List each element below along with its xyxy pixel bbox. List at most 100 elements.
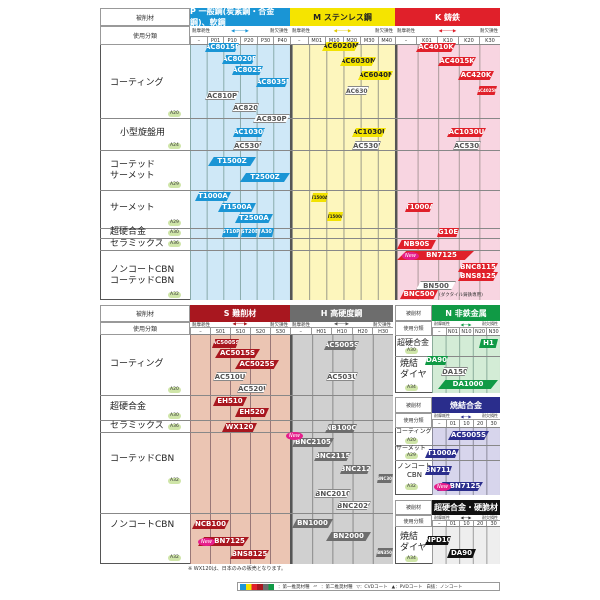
grade-chip[interactable]: AC1030U <box>352 128 386 137</box>
row-label: セラミックス <box>110 421 164 431</box>
header-carbide: 超硬合金・硬脆材 <box>432 500 500 515</box>
page-ref-badge: A34 <box>405 385 418 391</box>
cols-h: – H01 H10 H20 H30 <box>290 328 393 335</box>
row-label: サーメット <box>110 203 155 213</box>
grade-chip[interactable]: T1000A <box>425 449 459 458</box>
grade-chip[interactable]: AC5025S <box>235 360 279 369</box>
grade-chip[interactable]: BNS8125 <box>458 272 498 281</box>
grade-chip[interactable]: A30 <box>259 228 274 237</box>
grade-chip[interactable]: AC1030U <box>447 128 486 137</box>
new-badge: New <box>286 432 303 440</box>
grade-chip[interactable]: DA90 <box>425 356 448 365</box>
grade-chip[interactable]: AC4010K <box>416 43 456 52</box>
grade-chip[interactable]: AC6040M <box>358 71 393 80</box>
grade-chip[interactable]: T1000A <box>195 192 231 201</box>
cols-s: – S01 S10 S20 S30 <box>190 328 290 335</box>
grade-chip[interactable]: AC503U <box>326 372 358 381</box>
page-ref-badge: A32 <box>168 555 181 561</box>
grade-chip[interactable]: BNC2010 <box>314 489 351 498</box>
page-ref-badge: A30 <box>168 230 181 236</box>
grade-chip[interactable]: NB100C <box>325 424 357 433</box>
second-choice-icon: ▱ <box>313 584 317 589</box>
grade-chip[interactable]: WX120 <box>222 423 257 432</box>
grade-chip[interactable]: T1500A <box>311 193 328 202</box>
grade-chip[interactable]: AC530U <box>233 141 262 150</box>
row-label: 超硬合金 <box>397 338 429 347</box>
cols-n: – N01 N10 N20 N30 <box>432 328 500 336</box>
grade-chip[interactable]: BN500 <box>416 281 456 290</box>
class-label: 使用分類 <box>395 515 432 527</box>
grade-chip[interactable]: BNS8125 <box>230 550 269 559</box>
page-ref-badge: A29 <box>168 220 181 226</box>
class-label: 使用分類 <box>395 321 432 336</box>
grade-chip[interactable]: AC1030U <box>233 128 265 137</box>
grade-chip[interactable]: AC6020M <box>322 42 359 51</box>
grade-chip[interactable]: T1500Z <box>208 157 256 166</box>
cols-sinter: –01 10 20 30 <box>432 420 500 428</box>
grade-chip[interactable]: AC820P <box>232 103 259 112</box>
grade-chip[interactable]: BNC300 <box>377 474 393 483</box>
grade-chip[interactable]: DA1000 <box>438 380 498 389</box>
page-ref-badge: A20 <box>405 438 418 444</box>
page-ref-badge: A36 <box>168 424 181 430</box>
grade-chip[interactable]: AC830P <box>253 114 290 123</box>
grade-chip[interactable]: T1500A <box>218 203 256 212</box>
class-label: 使用分類 <box>100 322 190 335</box>
grade-chip[interactable]: BNC2020 <box>336 501 371 510</box>
grade-chip[interactable]: AC810P <box>205 91 239 100</box>
grade-chip[interactable]: AC8020P <box>222 55 256 64</box>
grade-chip[interactable]: NPD10 <box>425 536 451 545</box>
grade-chip[interactable]: AC420K <box>458 71 494 80</box>
grade-chip[interactable]: BN7125 <box>397 251 474 260</box>
row-label: 超硬合金 <box>110 402 147 412</box>
grade-chip[interactable]: BN2000 <box>326 532 371 541</box>
grade-chip[interactable]: T1500A <box>327 212 343 221</box>
grade-chip[interactable]: T1000A <box>405 203 433 212</box>
grade-chip[interactable]: NB90S <box>397 240 436 249</box>
grade-chip[interactable]: T2500A <box>235 214 273 223</box>
grade-chip[interactable]: G10E <box>437 228 459 237</box>
wear-label: 耐摩耗性 <box>192 29 210 34</box>
grade-chip[interactable]: AC520U <box>237 384 267 393</box>
grade-chip[interactable]: DA90 <box>447 549 476 558</box>
grade-chip[interactable]: BNC500 <box>400 290 438 299</box>
cols-carbide: –01 10 20 30 <box>432 521 500 527</box>
grade-chip[interactable]: BNC2115 <box>314 452 351 461</box>
grade-chip[interactable]: BNC2125 <box>340 465 371 474</box>
grade-chip[interactable]: BN1000 <box>292 519 333 528</box>
grade-chip[interactable]: AC630M <box>345 86 369 95</box>
grade-chip[interactable]: H1 <box>479 339 498 348</box>
grade-chip[interactable]: AC510U <box>213 372 247 381</box>
row-label: 焼結 ダイヤ <box>400 359 427 380</box>
grade-chip[interactable]: BNC2105 <box>292 438 334 447</box>
grade-chip[interactable]: ST20E <box>241 228 258 237</box>
grade-chip[interactable]: AC8025P <box>232 66 263 75</box>
grade-chip[interactable]: AC8015P <box>205 43 239 52</box>
grade-chip[interactable]: AC8035P <box>256 78 289 87</box>
range-carbide: 耐摩耗性 ◀──▶ 耐欠損性 <box>432 514 500 521</box>
grade-chip[interactable]: EH520 <box>235 408 269 417</box>
grade-chip[interactable]: AC4025K <box>477 86 497 95</box>
grade-chip[interactable]: AC5005S <box>324 341 359 350</box>
row-label: サーメット <box>396 445 426 452</box>
grade-chip[interactable]: EH510 <box>213 397 247 406</box>
grade-chip[interactable]: BNC8115 <box>458 263 498 272</box>
grade-chip[interactable]: AC5005S <box>212 339 239 348</box>
header-m: M ステンレス鋼 <box>290 8 395 26</box>
grade-chip[interactable]: DA150 <box>441 367 468 376</box>
grade-chip[interactable]: AC5005S <box>448 431 489 440</box>
grade-chip[interactable]: BN7115 <box>425 466 452 475</box>
grade-chip[interactable]: BN7125 <box>437 482 483 491</box>
grade-chip[interactable]: NCB100 <box>192 520 229 529</box>
grade-chip[interactable]: ST10P <box>222 228 240 237</box>
grade-chip[interactable]: AC4015K <box>438 57 476 66</box>
grade-chip[interactable]: BN350 <box>376 548 393 557</box>
grade-chip[interactable]: AC6030M <box>340 57 376 66</box>
grade-chip[interactable]: AC5015S <box>215 349 260 358</box>
row-label: ノンコートCBN <box>110 520 175 530</box>
grade-chip[interactable]: T2500Z <box>240 173 290 182</box>
grade-chip[interactable]: BN7125 <box>198 537 249 546</box>
grade-chip[interactable]: AC530U <box>453 141 481 150</box>
page-ref-badge: A32 <box>168 292 181 298</box>
grade-chip[interactable]: AC530U <box>352 141 381 150</box>
